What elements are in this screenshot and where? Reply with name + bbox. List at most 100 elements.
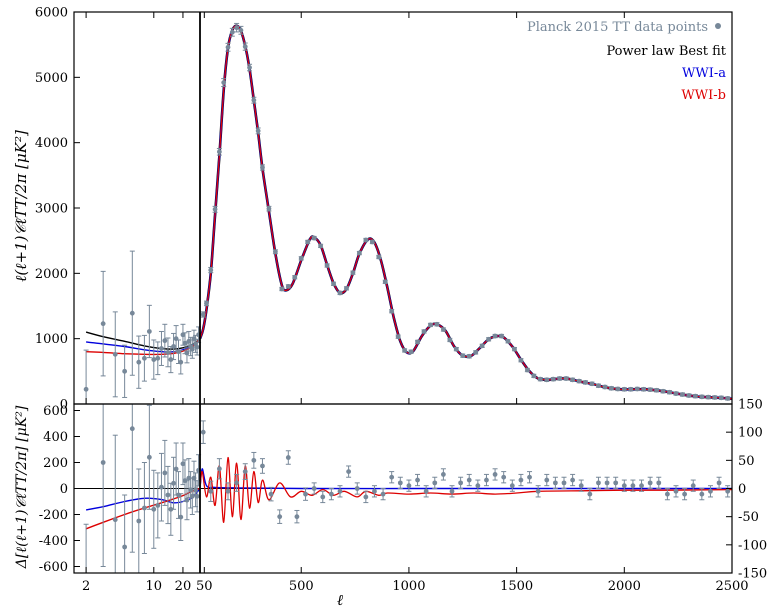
top-data-point (129, 310, 135, 316)
bottom-data-point (151, 506, 157, 512)
top-data-point (466, 353, 472, 359)
bottom-data-point (200, 429, 206, 435)
bottom-data-point (708, 488, 713, 494)
top-data-point (667, 389, 672, 395)
legend-wwi-b: WWI-b (681, 88, 726, 103)
bottom-data-point (372, 488, 377, 494)
bottom-data-point (518, 477, 524, 483)
top-data-point (292, 274, 298, 280)
top-data-point (204, 300, 209, 306)
x-tick-label: 50 (196, 579, 213, 594)
top-data-point (531, 373, 537, 379)
top-data-point (171, 344, 176, 349)
bottom-data-point (596, 480, 601, 486)
top-data-point (189, 346, 195, 352)
bottom-data-point (234, 480, 240, 486)
top-data-point (382, 279, 388, 285)
top-y-tick-label: 6000 (35, 6, 68, 21)
top-data-point (634, 386, 640, 392)
top-data-point (285, 284, 291, 289)
top-data-point (615, 386, 621, 392)
top-data-point (363, 237, 369, 243)
bottom-data-point (716, 480, 722, 486)
bottom-data-point (690, 483, 696, 489)
top-data-point (602, 384, 608, 390)
legend-planck-marker (715, 23, 721, 29)
bottom-data-point (225, 488, 231, 494)
bottom-data-point (178, 514, 184, 520)
x-tick-label: 2500 (715, 579, 748, 594)
bottom-data-point (552, 480, 558, 486)
top-data-point (242, 44, 248, 50)
top-data-point (395, 334, 401, 340)
x-axis-label: ℓ (337, 591, 343, 609)
top-data-point (537, 376, 543, 382)
theory-curve-power-law (198, 24, 733, 401)
bottom-data-point (251, 457, 257, 463)
bottom-y-tick-label-left: 400 (43, 430, 68, 445)
bottom-y-tick-label-right: 0 (738, 482, 746, 497)
top-data-point (686, 393, 692, 398)
top-data-point (136, 359, 142, 365)
bottom-data-point (328, 491, 334, 497)
bottom-data-point (346, 469, 352, 474)
top-data-point (298, 255, 304, 261)
bottom-data-point (159, 484, 164, 490)
top-y-axis-label: ℓ(ℓ+1)𝒞ℓTT/2π [μK²] (12, 130, 30, 282)
bottom-data-point (277, 514, 283, 520)
bottom-data-point (621, 483, 627, 489)
top-data-point (255, 128, 261, 134)
top-data-point (453, 346, 459, 352)
bottom-y-axis-label: Δ[ℓ(ℓ+1)𝒞ℓTT/2π] [μK²] (14, 405, 30, 569)
top-data-point (563, 376, 569, 381)
bottom-data-point (449, 488, 455, 494)
top-data-point (178, 359, 184, 365)
top-data-point (331, 281, 336, 287)
top-data-point (238, 27, 244, 33)
top-data-point (440, 327, 446, 332)
top-data-point (389, 308, 395, 314)
top-y-tick-label: 3000 (35, 202, 68, 217)
top-data-point (589, 381, 595, 387)
top-data-point (356, 250, 362, 256)
top-data-point (641, 386, 647, 392)
bottom-y-tick-label-left: -200 (39, 508, 68, 523)
top-data-point (647, 387, 653, 393)
top-data-point (247, 65, 252, 70)
top-data-point (337, 290, 343, 296)
top-data-point (608, 385, 614, 391)
residual-wwi-b-high (199, 456, 733, 523)
x-tick-label: 20 (175, 579, 192, 594)
bottom-data-point (389, 474, 395, 480)
top-data-point (596, 383, 601, 389)
bottom-data-point (492, 472, 498, 477)
top-data-point (184, 350, 190, 356)
top-data-point (162, 338, 168, 344)
top-data-point (434, 321, 440, 327)
top-data-point (151, 357, 157, 362)
bottom-y-tick-label-left: 0 (60, 482, 68, 497)
tick-labels: 0100020003000400050006000-600-400-200020… (35, 6, 767, 595)
bottom-data-point (363, 494, 369, 500)
top-data-point (225, 44, 231, 50)
bottom-y-tick-label-left: 200 (43, 456, 68, 471)
bottom-data-point (613, 480, 619, 486)
top-panel-data-points (83, 22, 731, 405)
bottom-y-tick-label-right: -50 (738, 510, 759, 525)
top-data-point (654, 387, 660, 393)
bottom-data-point (406, 483, 412, 489)
top-y-tick-label: 5000 (35, 71, 68, 86)
bottom-data-point (725, 488, 731, 494)
bottom-data-point (570, 477, 576, 483)
bottom-data-point (171, 480, 176, 486)
top-data-point (408, 349, 414, 355)
bottom-data-point (475, 483, 481, 489)
legend-planck-data: Planck 2015 TT data points (527, 20, 708, 35)
bottom-data-point (561, 480, 567, 486)
top-data-point (421, 329, 427, 334)
bottom-data-point (466, 477, 472, 483)
top-data-point (486, 336, 492, 342)
bottom-y-tick-label-left: -400 (39, 534, 68, 549)
bottom-data-point (194, 493, 200, 499)
x-tick-label: 10 (146, 579, 163, 594)
